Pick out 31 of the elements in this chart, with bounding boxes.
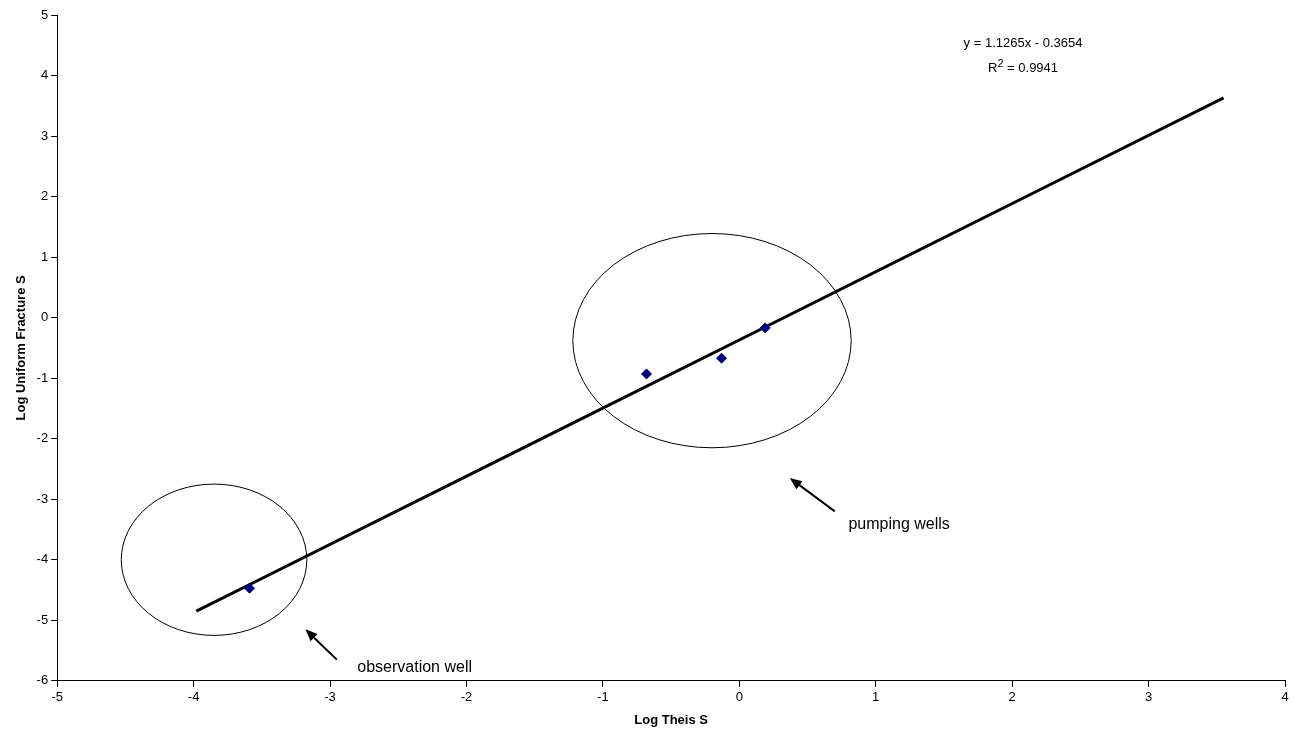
y-tick-label: -2 xyxy=(36,430,49,446)
x-tick-label: -4 xyxy=(187,689,200,705)
annotation: pumping wells xyxy=(848,514,950,535)
y-tick-label: 0 xyxy=(40,309,49,325)
x-axis-title: Log Theis S xyxy=(634,711,709,727)
x-tick-label: 1 xyxy=(872,689,880,705)
x-tick-label: -1 xyxy=(597,689,609,705)
y-tick-label: 2 xyxy=(40,188,49,204)
y-tick-label: -6 xyxy=(36,672,49,688)
y-tick-label: 1 xyxy=(40,248,49,264)
y-tick-label: -3 xyxy=(36,490,49,506)
point xyxy=(244,582,256,594)
x-tick-label: 0 xyxy=(735,689,743,705)
annotation: y = 1.1265x - 0.3654 R$^{2}$ = 0.9941 xyxy=(963,33,1083,78)
x-tick-label: 3 xyxy=(1144,689,1153,705)
x-tick-label: -5 xyxy=(51,689,63,705)
y-tick-label: 3 xyxy=(40,127,49,143)
point xyxy=(759,322,771,334)
y-tick-label: -1 xyxy=(36,369,49,385)
point xyxy=(641,368,653,380)
x-tick-label: 2 xyxy=(1008,689,1016,705)
y-tick-label: -5 xyxy=(36,611,49,627)
annotation: observation well xyxy=(357,656,473,677)
y-tick-label: -4 xyxy=(36,551,49,567)
y-tick-label: 5 xyxy=(40,6,49,22)
x-tick-label: -2 xyxy=(460,689,473,705)
x-tick-label: 4 xyxy=(1281,689,1289,705)
x-tick-label: -3 xyxy=(324,689,336,705)
y-axis-title: Log Uniform Fracture S xyxy=(13,274,29,421)
y-tick-label: 4 xyxy=(40,67,49,83)
point xyxy=(716,352,728,364)
